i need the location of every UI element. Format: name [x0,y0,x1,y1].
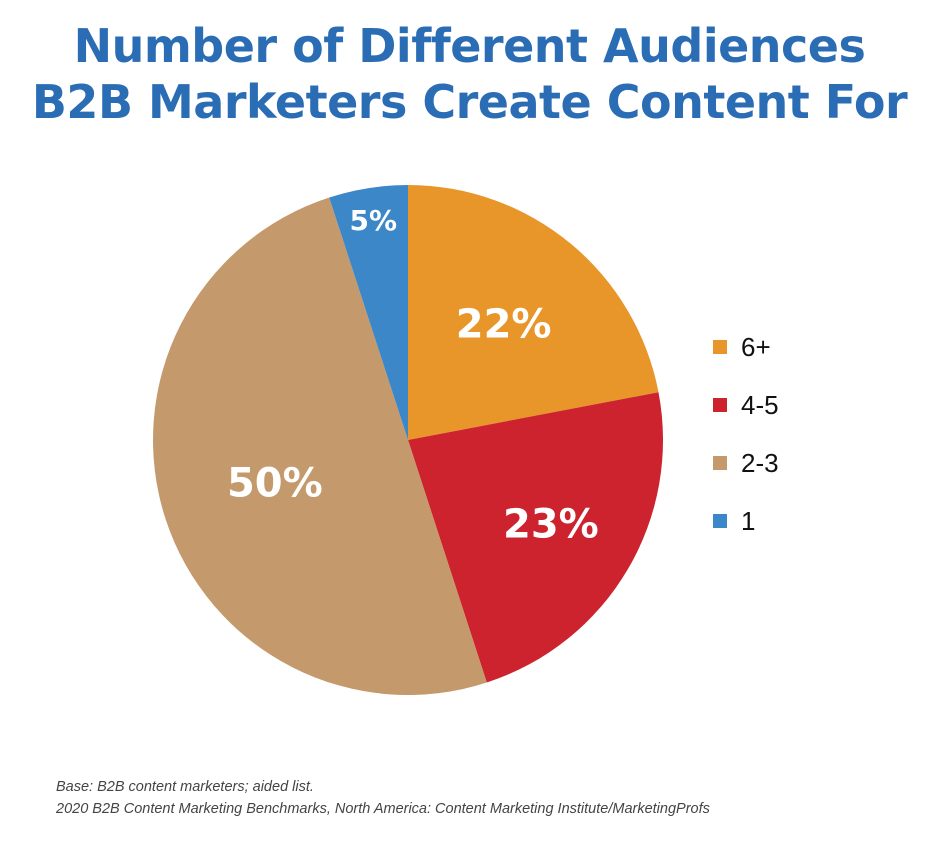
pie-slice-6plus [408,185,659,440]
chart-title-line-1: Number of Different Audiences [73,19,866,73]
legend-item-1: 1 [713,492,779,550]
legend-item-6plus: 6+ [713,318,779,376]
legend-label: 2-3 [741,447,779,478]
legend-swatch [713,340,727,354]
slice-data-label: 5% [349,204,397,237]
legend-label: 6+ [741,331,771,362]
legend-swatch [713,456,727,470]
legend-swatch [713,514,727,528]
chart-title: Number of Different Audiences B2B Market… [0,18,939,130]
legend-label: 4-5 [741,389,779,420]
slice-data-label: 50% [227,460,323,506]
footnotes: Base: B2B content marketers; aided list.… [56,776,710,820]
pie-slice-2-3 [153,197,487,695]
legend-swatch [713,398,727,412]
slice-data-label: 22% [456,301,552,347]
pie-slice-4-5 [408,392,664,683]
legend-label: 1 [741,505,756,536]
legend-item-4-5: 4-5 [713,376,779,434]
pie-slice-1 [329,185,408,440]
legend-item-2-3: 2-3 [713,434,779,492]
source-note: 2020 B2B Content Marketing Benchmarks, N… [56,801,710,817]
chart-title-line-2: B2B Marketers Create Content For [31,75,908,129]
base-note: Base: B2B content marketers; aided list. [56,779,314,795]
legend: 6+ 4-5 2-3 1 [713,318,779,550]
slice-data-label: 23% [503,502,599,548]
